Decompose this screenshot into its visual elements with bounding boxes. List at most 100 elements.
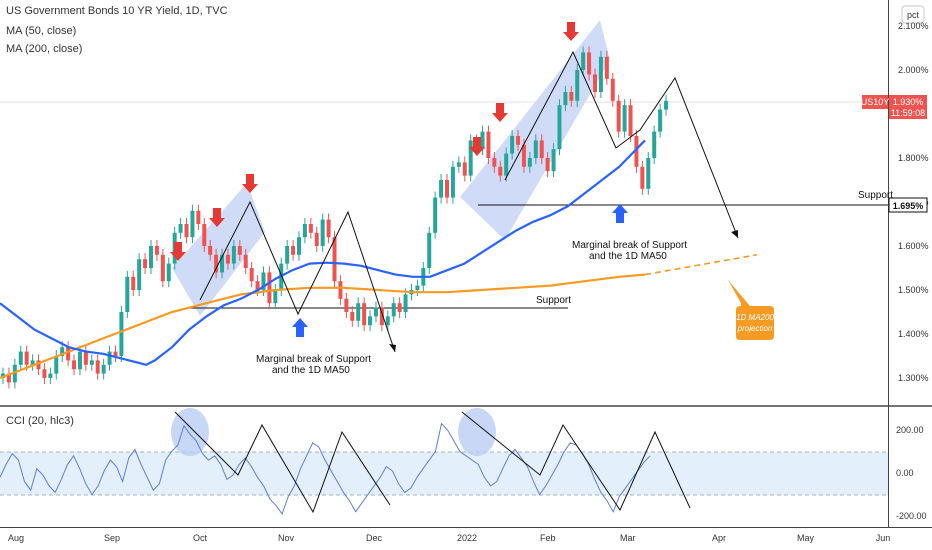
candle-body: [302, 224, 307, 238]
countdown-label: 11:59:08: [891, 108, 925, 118]
candle-body: [166, 263, 171, 282]
projection-callout: [728, 280, 774, 340]
cci-zigzag-right: [461, 411, 691, 512]
blue-arrows: [292, 204, 628, 337]
candle-body: [521, 144, 526, 167]
time-tick-label: Mar: [620, 533, 636, 543]
time-tick-label: Sep: [104, 533, 120, 543]
cci-peak-highlight-left: [171, 408, 209, 456]
price-tick-label: 2.100%: [898, 21, 929, 31]
candle-body: [415, 285, 420, 290]
support-price-label: 1.695%: [893, 201, 924, 211]
candle-body: [60, 347, 65, 356]
candle-body: [12, 364, 17, 383]
candle-body: [77, 351, 82, 370]
candle-body: [610, 78, 615, 101]
candle-body: [6, 373, 11, 383]
candle-body: [178, 224, 183, 233]
candle-body: [291, 246, 296, 255]
price-tick-label: 1.500%: [898, 285, 929, 295]
red-arrow-icon: [492, 103, 508, 122]
candle-body: [646, 158, 651, 189]
ma200-projection-line: [644, 254, 757, 276]
break-label-left-1: Marginal break of Support: [256, 354, 371, 365]
candle-body: [356, 303, 361, 321]
red-arrow-icon: [563, 22, 579, 41]
candle-body: [297, 237, 301, 255]
candle-body: [326, 219, 331, 238]
candle-body: [545, 158, 550, 172]
candle-body: [498, 166, 503, 176]
time-tick-label: 2022: [457, 533, 477, 543]
candle-body: [220, 254, 225, 273]
candle-body: [101, 364, 106, 374]
candle-body: [557, 105, 562, 150]
candle-body: [160, 254, 165, 282]
ma50-legend: MA (50, close): [6, 25, 76, 37]
zigzag-left-arrowhead: [389, 344, 396, 352]
price-tick-label: 1.800%: [898, 153, 929, 163]
time-tick-label: Apr: [712, 533, 726, 543]
candle-body: [581, 52, 586, 70]
cci-zigzag-left: [174, 411, 391, 514]
candle-body: [154, 246, 159, 255]
candle-body: [89, 360, 94, 365]
candle-body: [652, 131, 657, 158]
candle-body: [42, 369, 47, 378]
candle-body: [368, 316, 373, 326]
candle-body: [48, 373, 53, 378]
candle-body: [125, 276, 130, 312]
candle-body: [433, 197, 438, 233]
candle-body: [462, 162, 467, 176]
cci-legend: CCI (20, hlc3): [6, 415, 74, 427]
zigzag-left: [199, 200, 396, 353]
candle-body: [492, 158, 497, 167]
candle-body: [66, 347, 71, 361]
candle-body: [658, 109, 663, 132]
candle-body: [391, 303, 396, 317]
candle-body: [273, 290, 278, 304]
candle-body: [214, 254, 219, 273]
candle-body: [510, 136, 515, 154]
candle-body: [397, 303, 402, 312]
candle-body: [551, 149, 556, 172]
candle-body: [350, 312, 355, 321]
red-arrow-icon: [170, 242, 186, 261]
projection-label-2: projection: [737, 324, 773, 333]
red-arrow-icon: [209, 208, 225, 227]
time-tick-label: Nov: [278, 533, 295, 543]
candle-body: [18, 351, 23, 365]
time-tick-label: Aug: [8, 533, 24, 543]
candle-body: [439, 180, 444, 198]
candle-body: [113, 351, 118, 356]
red-arrow-icon: [242, 174, 258, 193]
candle-body: [208, 246, 213, 255]
candle-body: [362, 303, 367, 326]
candle-body: [634, 136, 639, 167]
candle-body: [237, 246, 242, 255]
candle-body: [190, 210, 195, 238]
candle-body: [184, 224, 189, 238]
cci-axis: 200.00 0.00 -200.00: [896, 425, 927, 521]
time-tick-label: May: [797, 533, 815, 543]
candle-body: [598, 56, 603, 92]
candle-body: [285, 246, 290, 264]
candle-body: [504, 153, 509, 176]
candle-body: [516, 136, 521, 145]
candle-body: [604, 56, 609, 79]
candle-body: [593, 74, 597, 92]
candle-body: [95, 360, 100, 374]
cci-line: [0, 422, 651, 515]
candle-body: [450, 166, 455, 198]
candle-body: [427, 232, 432, 268]
candle-body: [54, 356, 59, 374]
support-label-lower: Support: [536, 295, 571, 306]
cci-tick-label: 200.00: [896, 425, 924, 435]
candle-body: [622, 105, 627, 132]
candle-body: [196, 210, 201, 224]
scale-button[interactable]: [901, 5, 925, 24]
last-price-badge: [889, 95, 927, 119]
candle-body: [379, 307, 384, 326]
candle-body: [563, 92, 568, 106]
